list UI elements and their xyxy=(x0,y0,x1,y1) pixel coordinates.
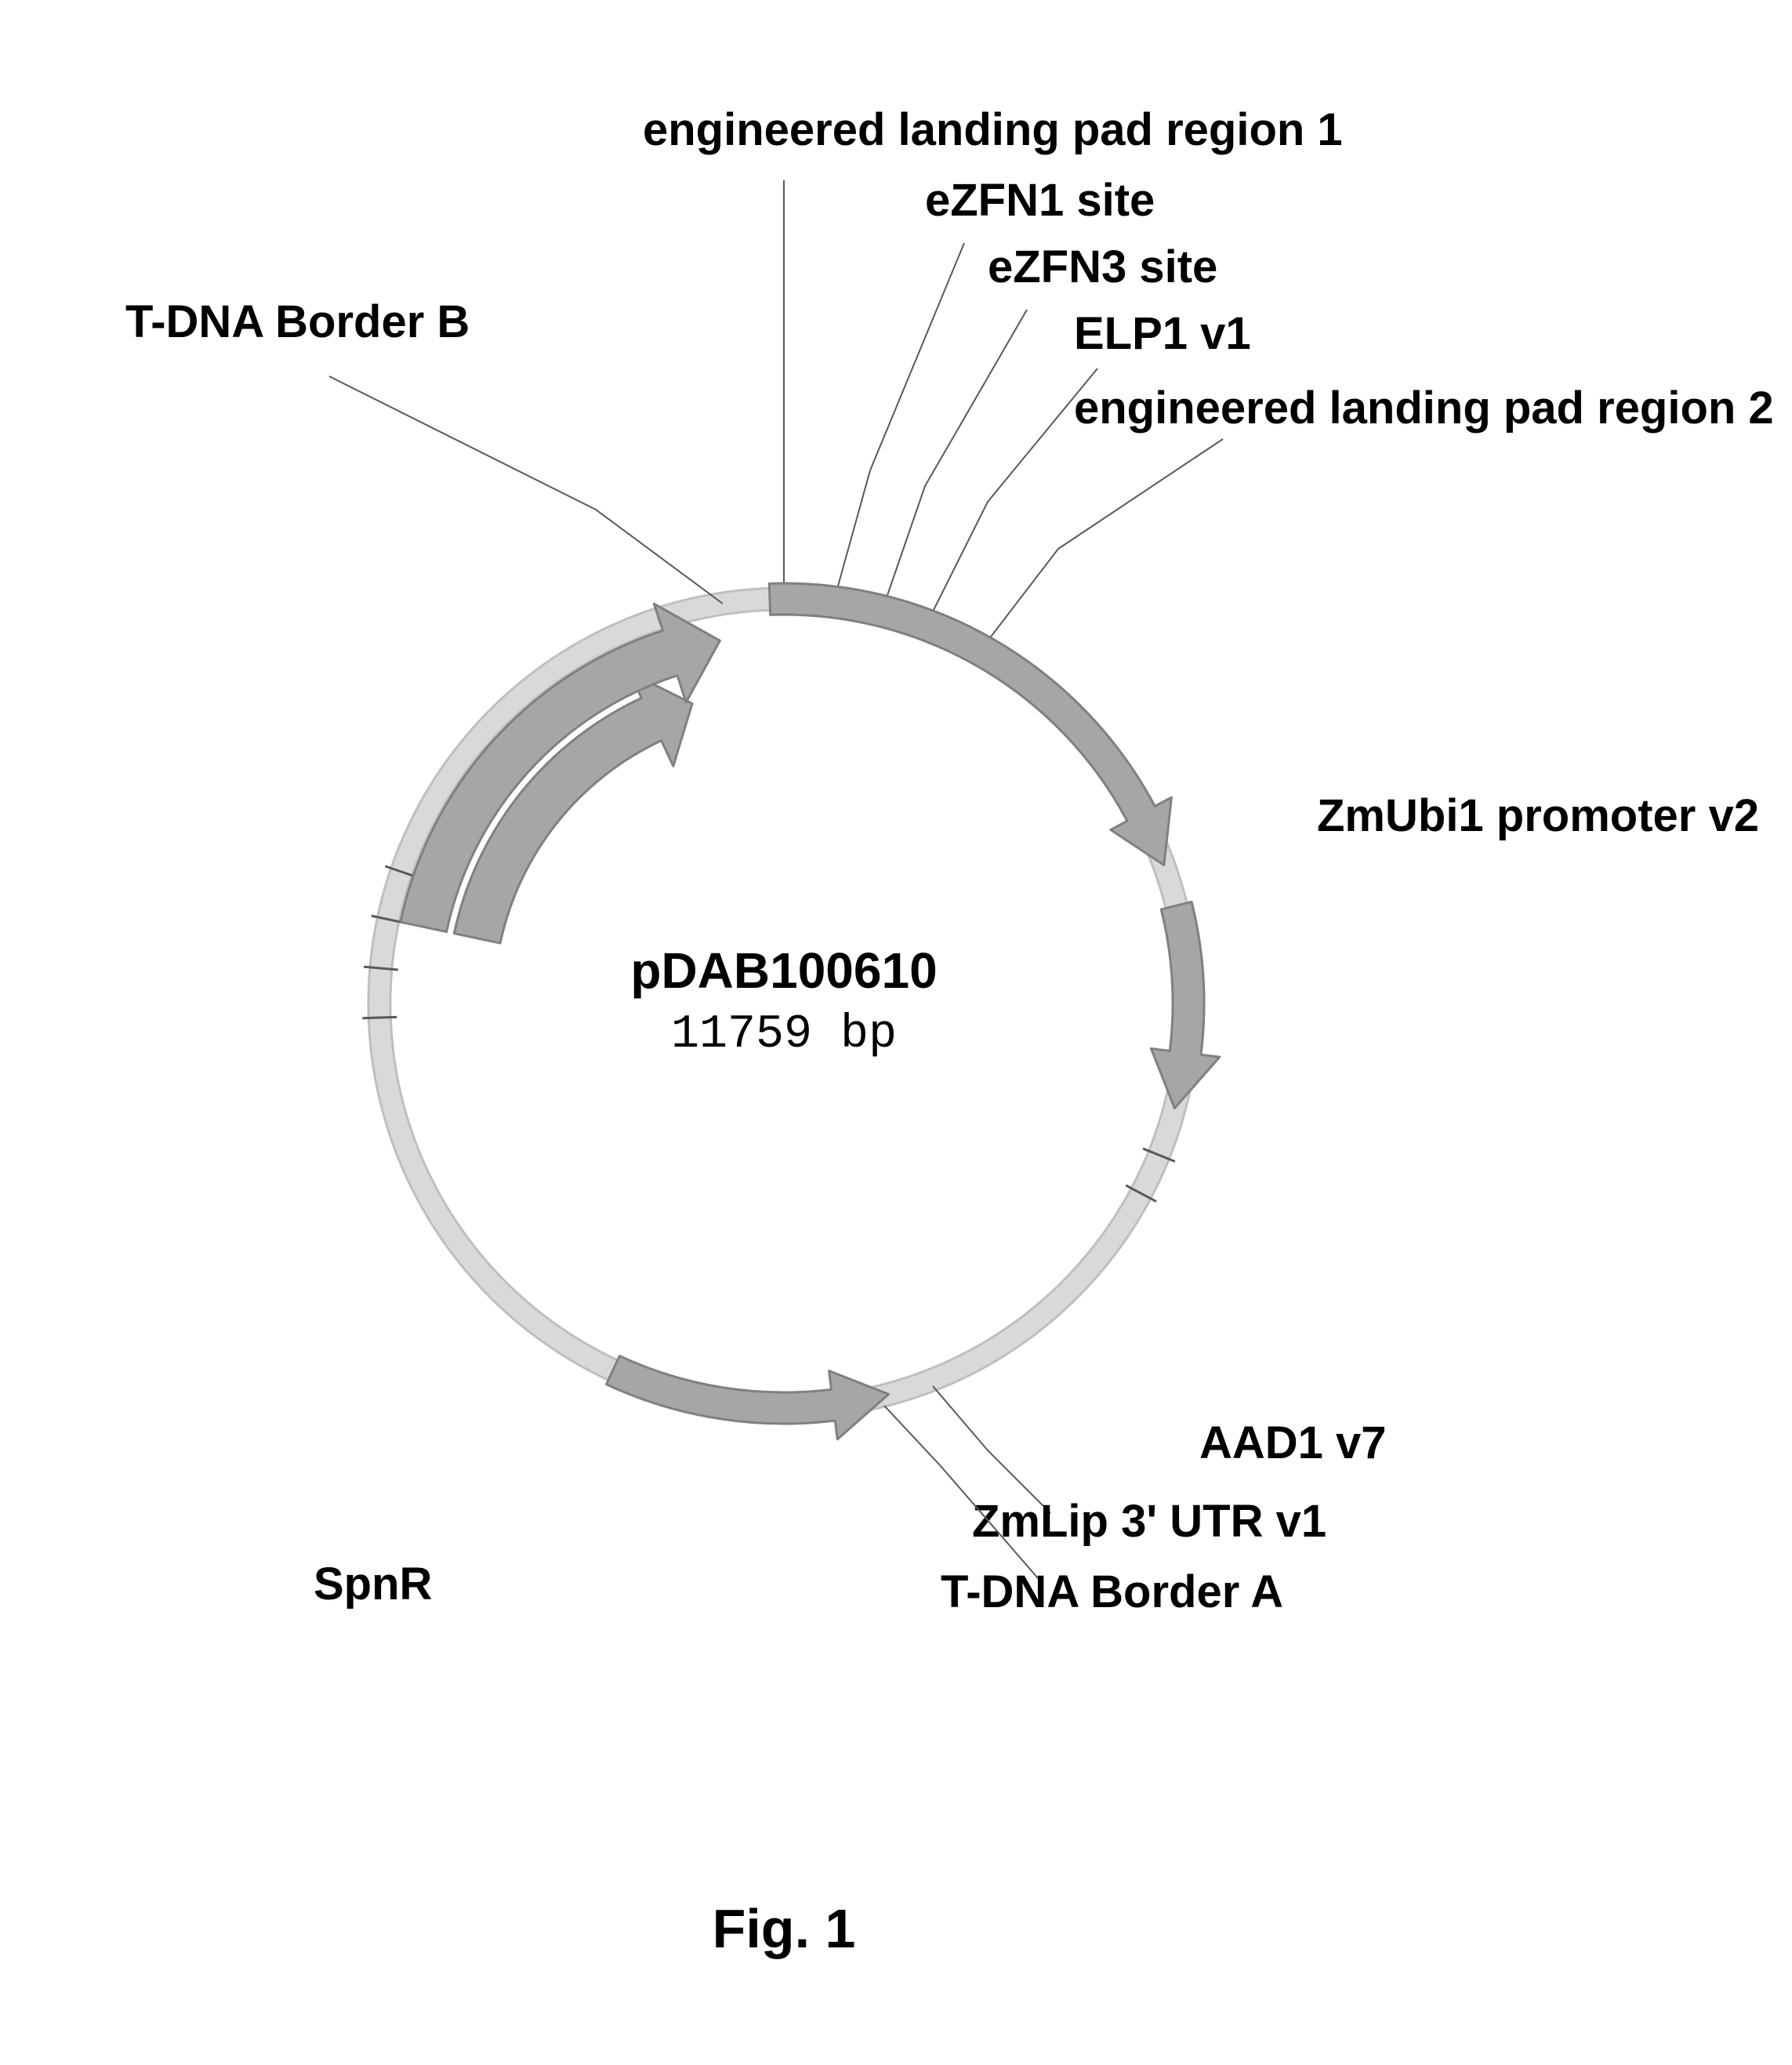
label-engineered-landing-pad-region-2: engineered landing pad region 2 xyxy=(1074,383,1774,434)
label-elp1-v1: ELP1 v1 xyxy=(1074,308,1251,359)
plasmid-size: 11759 bp xyxy=(671,1008,897,1062)
label-ezfn3-site: eZFN3 site xyxy=(988,241,1217,292)
leader-ezfn1-site xyxy=(837,243,964,589)
figure-label: Fig. 1 xyxy=(713,1897,856,1960)
leader-elp1-v1 xyxy=(933,368,1097,612)
label-zmlip-3'-utr-v1: ZmLip 3' UTR v1 xyxy=(972,1496,1326,1547)
feature-spnr xyxy=(606,1356,888,1439)
feature-zmubi1-promoter-v2 xyxy=(769,583,1171,866)
label-zmubi1-promoter-v2: ZmUbi1 promoter v2 xyxy=(1317,790,1759,841)
page: pDAB100610 11759 bp T-DNA Border B engineer… xyxy=(0,0,1792,2065)
label-aad1-v7: AAD1 v7 xyxy=(1199,1417,1387,1468)
feature-aad1-v7 xyxy=(1151,902,1219,1108)
leader-zmlip-3'-utr-v1 xyxy=(933,1386,1050,1513)
leader-ezfn3-site xyxy=(886,310,1027,600)
tick-t-dna-border-b xyxy=(362,1017,397,1018)
leader-engineered-landing-pad-region-2 xyxy=(986,439,1223,643)
plasmid-name: pDAB100610 xyxy=(630,942,937,999)
plasmid-map: pDAB100610 11759 bp T-DNA Border B engineer… xyxy=(0,0,1792,2065)
leader-t-dna-border-a xyxy=(884,1406,1043,1584)
leader-t-dna-border-b xyxy=(329,376,723,604)
label-spnr: SpnR xyxy=(314,1559,432,1610)
label-t-dna-border-b: T-DNA Border B xyxy=(125,296,470,347)
label-engineered-landing-pad-region-1: engineered landing pad region 1 xyxy=(643,104,1343,155)
label-ezfn1-site: eZFN1 site xyxy=(925,175,1155,226)
label-t-dna-border-a: T-DNA Border A xyxy=(941,1566,1283,1617)
